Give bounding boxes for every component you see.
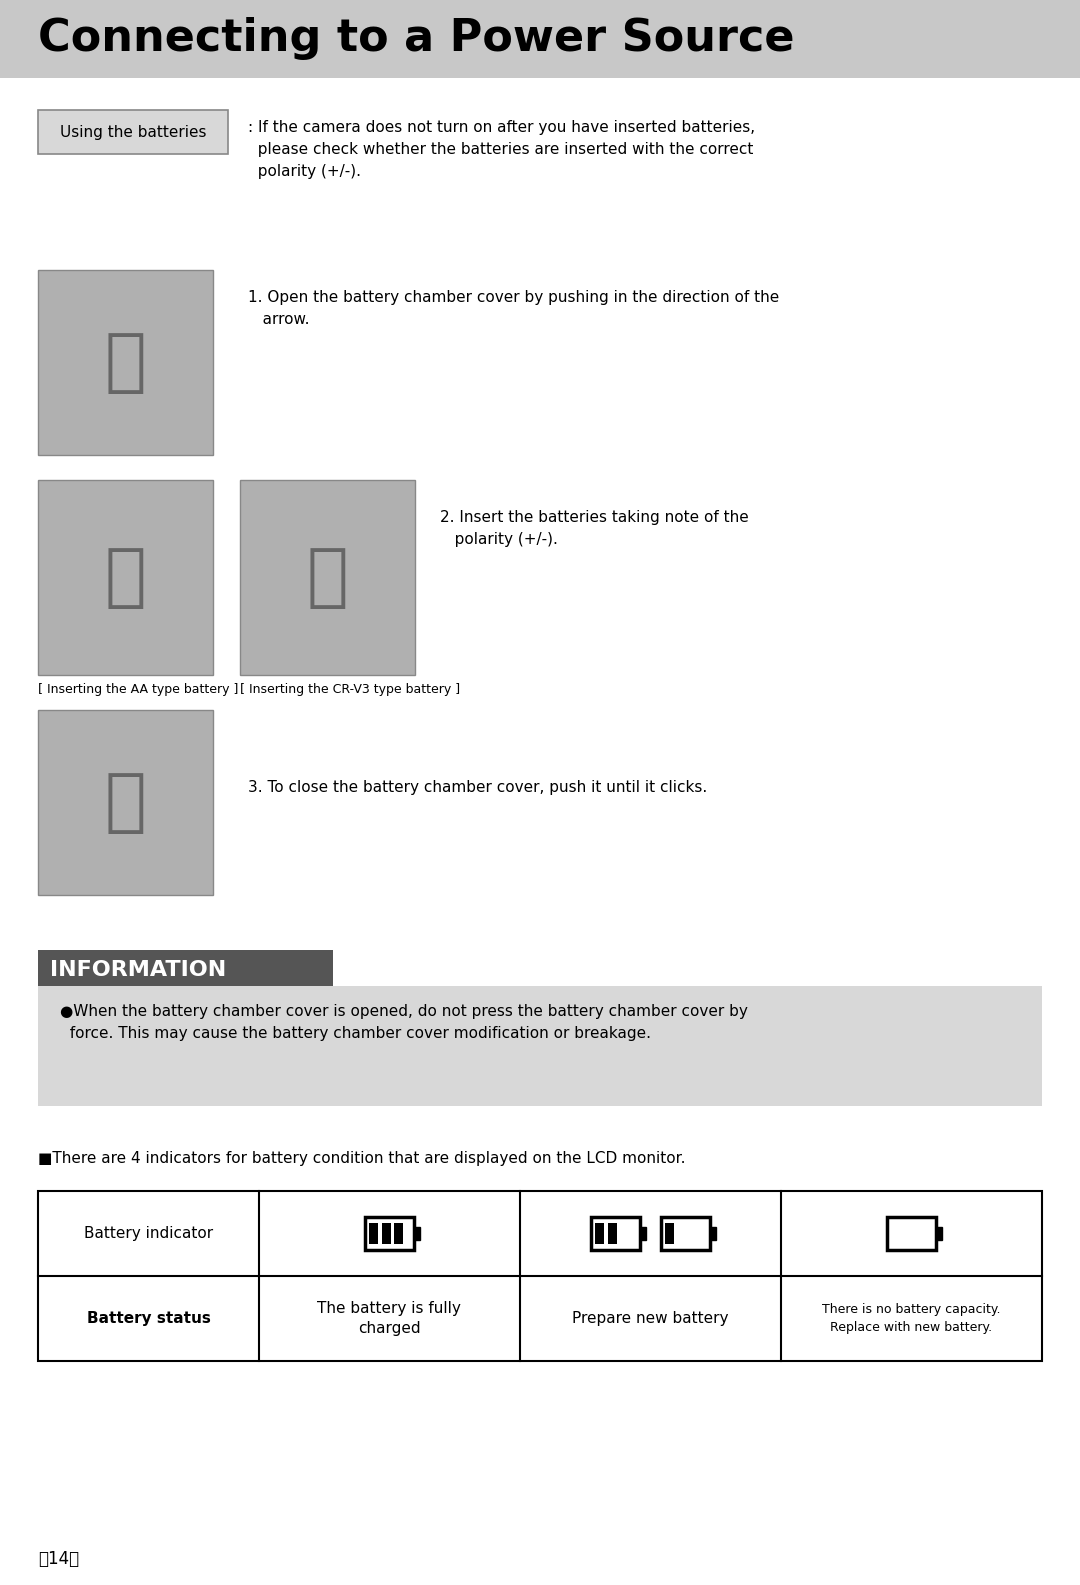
- Text: ■There are 4 indicators for battery condition that are displayed on the LCD moni: ■There are 4 indicators for battery cond…: [38, 1151, 686, 1167]
- Text: Connecting to a Power Source: Connecting to a Power Source: [38, 17, 795, 60]
- Bar: [591, 1217, 640, 1249]
- Bar: [887, 1217, 936, 1249]
- Bar: [711, 1227, 716, 1239]
- Bar: [365, 1217, 414, 1249]
- FancyBboxPatch shape: [38, 986, 1042, 1106]
- Bar: [661, 1217, 711, 1249]
- Bar: [936, 1227, 942, 1239]
- Text: : If the camera does not turn on after you have inserted batteries,
  please che: : If the camera does not turn on after y…: [248, 120, 755, 179]
- Bar: [381, 1224, 391, 1244]
- Text: 📷: 📷: [105, 544, 147, 610]
- FancyBboxPatch shape: [38, 710, 213, 896]
- Bar: [394, 1224, 403, 1244]
- Text: 〈14〉: 〈14〉: [38, 1550, 79, 1568]
- FancyBboxPatch shape: [38, 949, 333, 991]
- Text: 📷: 📷: [105, 330, 147, 396]
- Text: ●When the battery chamber cover is opened, do not press the battery chamber cove: ●When the battery chamber cover is opene…: [60, 1003, 747, 1041]
- FancyBboxPatch shape: [38, 269, 213, 455]
- Text: Using the batteries: Using the batteries: [59, 125, 206, 139]
- FancyBboxPatch shape: [38, 480, 213, 675]
- Text: [ Inserting the AA type battery ]: [ Inserting the AA type battery ]: [38, 683, 239, 696]
- Bar: [38, 1190, 1042, 1362]
- Text: 3. To close the battery chamber cover, push it until it clicks.: 3. To close the battery chamber cover, p…: [248, 780, 707, 796]
- FancyBboxPatch shape: [240, 480, 415, 675]
- Bar: [608, 1224, 617, 1244]
- Text: Battery indicator: Battery indicator: [84, 1227, 213, 1241]
- Text: 📷: 📷: [307, 544, 349, 610]
- Bar: [640, 1227, 646, 1239]
- Text: There is no battery capacity.
Replace with new battery.: There is no battery capacity. Replace wi…: [822, 1303, 1001, 1335]
- Text: [ Inserting the CR-V3 type battery ]: [ Inserting the CR-V3 type battery ]: [240, 683, 460, 696]
- FancyBboxPatch shape: [0, 0, 1080, 78]
- Text: INFORMATION: INFORMATION: [50, 961, 226, 980]
- Bar: [369, 1224, 378, 1244]
- Bar: [595, 1224, 604, 1244]
- Bar: [414, 1227, 419, 1239]
- Text: Battery status: Battery status: [86, 1311, 211, 1327]
- Text: Prepare new battery: Prepare new battery: [572, 1311, 729, 1327]
- Text: 1. Open the battery chamber cover by pushing in the direction of the
   arrow.: 1. Open the battery chamber cover by pus…: [248, 290, 780, 327]
- Text: 📷: 📷: [105, 769, 147, 835]
- Bar: [665, 1224, 674, 1244]
- Text: The battery is fully
charged: The battery is fully charged: [318, 1301, 461, 1336]
- FancyBboxPatch shape: [38, 109, 228, 154]
- Text: 2. Insert the batteries taking note of the
   polarity (+/-).: 2. Insert the batteries taking note of t…: [440, 510, 748, 547]
